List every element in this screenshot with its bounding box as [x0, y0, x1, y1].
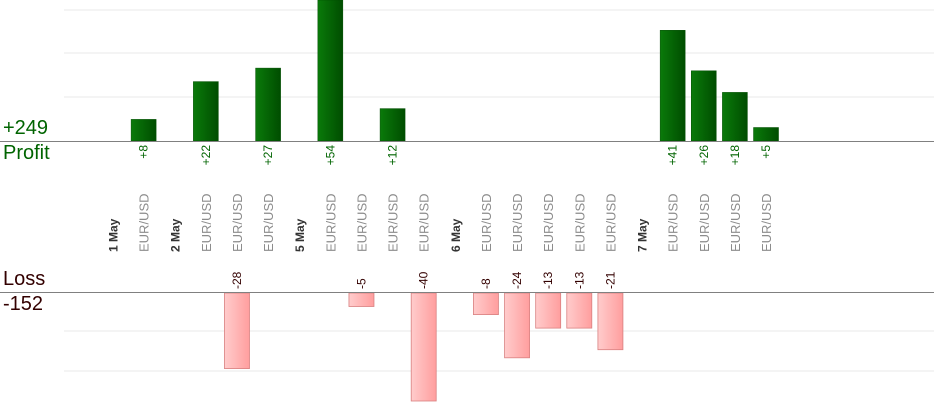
- profit-value-label: +27: [261, 145, 275, 166]
- loss-bar: [348, 292, 375, 307]
- pair-label: EUR/USD: [230, 193, 245, 252]
- pair-label: EUR/USD: [541, 193, 556, 252]
- profit-value-label: +8: [137, 145, 151, 159]
- pair-label: EUR/USD: [354, 193, 369, 252]
- profit-bar: [753, 127, 779, 142]
- profit-value-label: +18: [728, 145, 742, 166]
- loss-bars: [224, 292, 624, 402]
- loss-value-label: -5: [354, 278, 368, 289]
- profit-value-label: +12: [386, 145, 400, 166]
- bar-labels: +8 +22 -28 +27 +54 -5 +12 -40 -8 -24 -13 -13 -21 +41 +…: [137, 145, 773, 289]
- loss-value-label: -13: [572, 271, 586, 289]
- profit-value-label: +5: [759, 145, 773, 159]
- pair-label: EUR/USD: [323, 193, 338, 252]
- loss-bar: [566, 292, 593, 329]
- axis-lines: [0, 141, 934, 293]
- loss-value-label: -13: [541, 271, 555, 289]
- profit-label: Profit: [3, 142, 50, 164]
- loss-bar: [410, 292, 437, 402]
- day-header-label: 1 May: [107, 218, 121, 252]
- grid-lines: [64, 9, 934, 372]
- profit-total: +249: [3, 117, 49, 139]
- pair-label: EUR/USD: [510, 193, 525, 252]
- profit-value-label: +54: [323, 145, 337, 166]
- loss-label: Loss: [3, 268, 46, 290]
- pair-label: EUR/USD: [417, 193, 432, 252]
- day-header-label: 7 May: [636, 218, 650, 252]
- profit-bar: [255, 67, 281, 142]
- pair-label: EUR/USD: [199, 193, 214, 252]
- profit-bars: [130, 0, 779, 142]
- day-header-label: 6 May: [449, 218, 463, 252]
- loss-bar: [224, 292, 250, 369]
- loss-value-label: -8: [479, 278, 493, 289]
- profit-bar: [659, 30, 686, 142]
- loss-value-label: -24: [510, 271, 524, 289]
- pair-label: EUR/USD: [759, 193, 774, 252]
- pair-label: EUR/USD: [386, 193, 401, 252]
- loss-bar: [473, 292, 499, 316]
- loss-total: -152: [3, 293, 44, 315]
- loss-bar: [597, 292, 624, 351]
- loss-bar: [504, 292, 530, 359]
- profit-value-label: +22: [199, 145, 213, 166]
- profit-bar: [130, 119, 157, 142]
- loss-value-label: -28: [230, 271, 244, 289]
- profit-value-label: +26: [697, 145, 711, 166]
- pair-label: EUR/USD: [261, 193, 276, 252]
- profit-bar: [317, 0, 344, 142]
- pair-label: EUR/USD: [666, 193, 681, 252]
- pair-label: EUR/USD: [603, 193, 618, 252]
- category-labels: 1 May EUR/USD 2 May EUR/USD EUR/USD EUR/USD 5 …: [107, 193, 775, 252]
- profit-bar: [722, 92, 748, 142]
- profit-bar: [379, 108, 406, 142]
- loss-value-label: -40: [417, 271, 431, 289]
- pair-label: EUR/USD: [572, 193, 587, 252]
- pair-label: EUR/USD: [728, 193, 743, 252]
- pair-label: EUR/USD: [697, 193, 712, 252]
- loss-value-label: -21: [603, 271, 617, 289]
- profit-bar: [691, 70, 717, 142]
- day-header-label: 5 May: [293, 218, 307, 252]
- day-header-label: 2 May: [169, 218, 183, 252]
- pair-label: EUR/USD: [137, 193, 152, 252]
- loss-bar: [535, 292, 562, 329]
- profit-value-label: +41: [666, 145, 680, 166]
- pair-label: EUR/USD: [479, 193, 494, 252]
- profit-bar: [193, 81, 219, 142]
